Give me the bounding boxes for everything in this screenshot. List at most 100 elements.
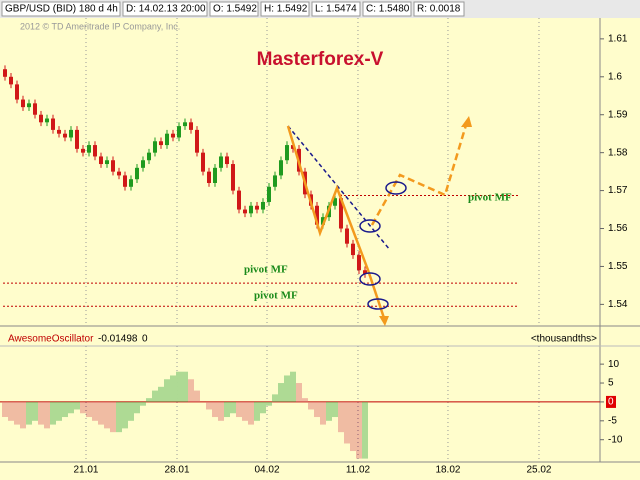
candle-body bbox=[140, 160, 145, 168]
candle-body bbox=[224, 156, 229, 165]
close: C: 1.5480 bbox=[366, 4, 410, 15]
cell bbox=[260, 1, 310, 17]
candle-body bbox=[170, 133, 175, 138]
open: O: 1.5492 bbox=[213, 4, 257, 15]
annotation: pivot MF bbox=[468, 192, 512, 204]
x-tick-label: 21.01 bbox=[73, 465, 98, 476]
candle-body bbox=[260, 201, 265, 210]
wave-line bbox=[370, 124, 468, 226]
arrow-head bbox=[379, 316, 389, 326]
readout: 0 bbox=[142, 334, 148, 345]
cell bbox=[1, 1, 121, 17]
candle-body bbox=[50, 118, 55, 130]
candle-body bbox=[206, 171, 211, 183]
units: <thousandths> bbox=[531, 334, 597, 345]
y-tick-label: -10 bbox=[608, 434, 623, 445]
candle-body bbox=[80, 148, 85, 153]
candle-body bbox=[20, 99, 25, 108]
y-tick-label: 1.61 bbox=[608, 34, 628, 45]
candle-body bbox=[218, 156, 223, 168]
candle-body bbox=[278, 160, 283, 176]
marker bbox=[359, 219, 381, 233]
candle-body bbox=[338, 198, 343, 229]
zero-badge bbox=[606, 395, 616, 408]
y-tick-label: 1.55 bbox=[608, 261, 628, 272]
candle-body bbox=[200, 152, 205, 172]
arrow-head bbox=[461, 116, 472, 127]
cell bbox=[122, 1, 208, 17]
low: L: 1.5474 bbox=[315, 4, 357, 15]
cell bbox=[362, 1, 412, 17]
cell bbox=[209, 1, 259, 17]
candle-body bbox=[92, 145, 97, 157]
candle-body bbox=[356, 255, 361, 271]
candle-body bbox=[8, 76, 13, 85]
high: H: 1.5492 bbox=[264, 4, 308, 15]
marker bbox=[359, 272, 381, 286]
annotation: pivot MF bbox=[244, 264, 288, 276]
candle-body bbox=[332, 198, 337, 206]
candle-body bbox=[3, 69, 7, 77]
symbol: GBP/USD (BID) 180 d 4h bbox=[5, 4, 118, 15]
candle-body bbox=[62, 133, 67, 138]
candle-body bbox=[74, 129, 79, 149]
candle-body bbox=[86, 145, 91, 153]
candle-body bbox=[128, 179, 133, 187]
date: D: 14.02.13 20:00 bbox=[126, 4, 206, 15]
y-tick-label: 1.56 bbox=[608, 223, 628, 234]
candle-body bbox=[122, 175, 127, 187]
x-tick-label: 04.02 bbox=[254, 465, 279, 476]
drawings bbox=[286, 116, 472, 326]
y-tick-label: 1.59 bbox=[608, 109, 628, 120]
y-tick-label: 1.54 bbox=[608, 299, 628, 310]
candle-body bbox=[254, 205, 259, 210]
candle-body bbox=[362, 270, 367, 275]
candle-body bbox=[350, 243, 355, 256]
candle-body bbox=[344, 228, 349, 244]
candle-body bbox=[320, 217, 325, 225]
candle-body bbox=[182, 122, 187, 127]
candle-body bbox=[110, 160, 115, 172]
marker bbox=[367, 298, 389, 310]
candle-body bbox=[32, 103, 37, 115]
x-tick-label: 18.02 bbox=[435, 465, 460, 476]
candle-body bbox=[56, 129, 61, 134]
candle-body bbox=[116, 171, 121, 176]
y-tick-label: 5 bbox=[608, 378, 614, 389]
x-tick-label: 28.01 bbox=[164, 465, 189, 476]
candle-body bbox=[26, 103, 31, 108]
candle-body bbox=[212, 167, 217, 183]
chart-title: Masterforex-V bbox=[257, 49, 384, 70]
range: R: 0.0018 bbox=[417, 4, 461, 15]
candle-body bbox=[68, 129, 73, 138]
candle-body bbox=[248, 205, 253, 214]
trend-line bbox=[287, 125, 391, 251]
candle-body bbox=[38, 114, 43, 123]
candle-body bbox=[164, 133, 169, 146]
candle-body bbox=[236, 190, 241, 210]
candle-body bbox=[146, 152, 151, 161]
copyright: 2012 © TD Ameritrade IP Company, Inc. bbox=[20, 21, 180, 31]
y-tick-label: 1.6 bbox=[608, 71, 622, 82]
candle-body bbox=[284, 145, 289, 161]
x-tick-label: 11.02 bbox=[346, 465, 371, 476]
wave-line bbox=[286, 125, 386, 319]
oscillator-title: AwesomeOscillator bbox=[8, 334, 94, 345]
candle-body bbox=[242, 209, 247, 214]
candle-body bbox=[194, 129, 199, 153]
candle-body bbox=[230, 164, 235, 191]
y-tick-label: -5 bbox=[608, 415, 617, 426]
y-tick-label: 1.58 bbox=[608, 147, 628, 158]
candle-body bbox=[14, 84, 19, 100]
candle-body bbox=[104, 160, 109, 165]
y-tick-label: 1.57 bbox=[608, 185, 628, 196]
candle-body bbox=[266, 186, 271, 202]
annotation: pivot MF bbox=[254, 290, 298, 302]
candle-body bbox=[152, 141, 157, 153]
y-tick-label: 0 bbox=[608, 397, 614, 408]
candle-body bbox=[176, 126, 181, 138]
marker bbox=[385, 181, 407, 195]
candle-body bbox=[158, 141, 163, 146]
